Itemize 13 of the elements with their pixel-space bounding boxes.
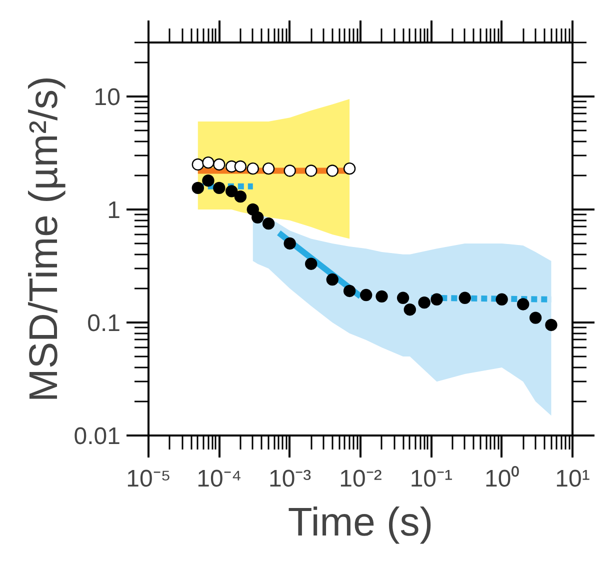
x-axis-title: Time (s) bbox=[288, 500, 434, 544]
x-tick-label: 10¹ bbox=[555, 466, 590, 492]
x-tick-label: 10⁻⁵ bbox=[126, 466, 171, 492]
x-tick-label: 10⁻¹ bbox=[410, 466, 453, 492]
y-axis-title: MSD/Time (µm²/s) bbox=[22, 76, 66, 402]
x-tick-label: 10⁻² bbox=[339, 466, 382, 492]
y-tick-label: 10 bbox=[94, 84, 121, 111]
y-tick-label: 0.01 bbox=[74, 423, 121, 450]
x-tick-label: 10⁻³ bbox=[268, 466, 312, 492]
y-tick-label: 0.1 bbox=[87, 310, 121, 337]
x-tick-label: 10⁰ bbox=[484, 466, 520, 492]
x-tick-label: 10⁻⁴ bbox=[196, 466, 242, 492]
y-tick-label: 1 bbox=[107, 196, 121, 224]
